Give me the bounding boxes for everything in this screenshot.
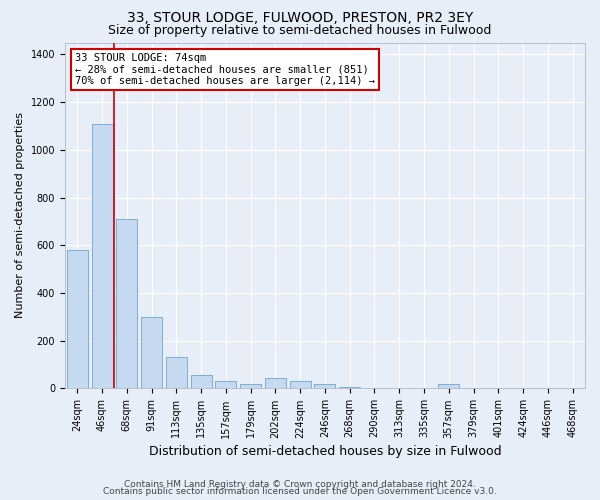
Bar — [116, 219, 137, 388]
Text: 33 STOUR LODGE: 74sqm
← 28% of semi-detached houses are smaller (851)
70% of sem: 33 STOUR LODGE: 74sqm ← 28% of semi-deta… — [76, 53, 376, 86]
Bar — [290, 382, 311, 388]
Bar — [240, 384, 261, 388]
Bar — [141, 317, 162, 388]
Bar — [92, 124, 113, 388]
Bar — [438, 384, 460, 388]
Bar — [215, 382, 236, 388]
Y-axis label: Number of semi-detached properties: Number of semi-detached properties — [15, 112, 25, 318]
Bar — [166, 358, 187, 388]
Text: Contains public sector information licensed under the Open Government Licence v3: Contains public sector information licen… — [103, 488, 497, 496]
Bar — [67, 250, 88, 388]
Bar — [191, 376, 212, 388]
Text: Contains HM Land Registry data © Crown copyright and database right 2024.: Contains HM Land Registry data © Crown c… — [124, 480, 476, 489]
Text: Size of property relative to semi-detached houses in Fulwood: Size of property relative to semi-detach… — [109, 24, 491, 37]
Bar — [265, 378, 286, 388]
Text: 33, STOUR LODGE, FULWOOD, PRESTON, PR2 3EY: 33, STOUR LODGE, FULWOOD, PRESTON, PR2 3… — [127, 11, 473, 25]
Bar — [314, 384, 335, 388]
X-axis label: Distribution of semi-detached houses by size in Fulwood: Distribution of semi-detached houses by … — [149, 444, 501, 458]
